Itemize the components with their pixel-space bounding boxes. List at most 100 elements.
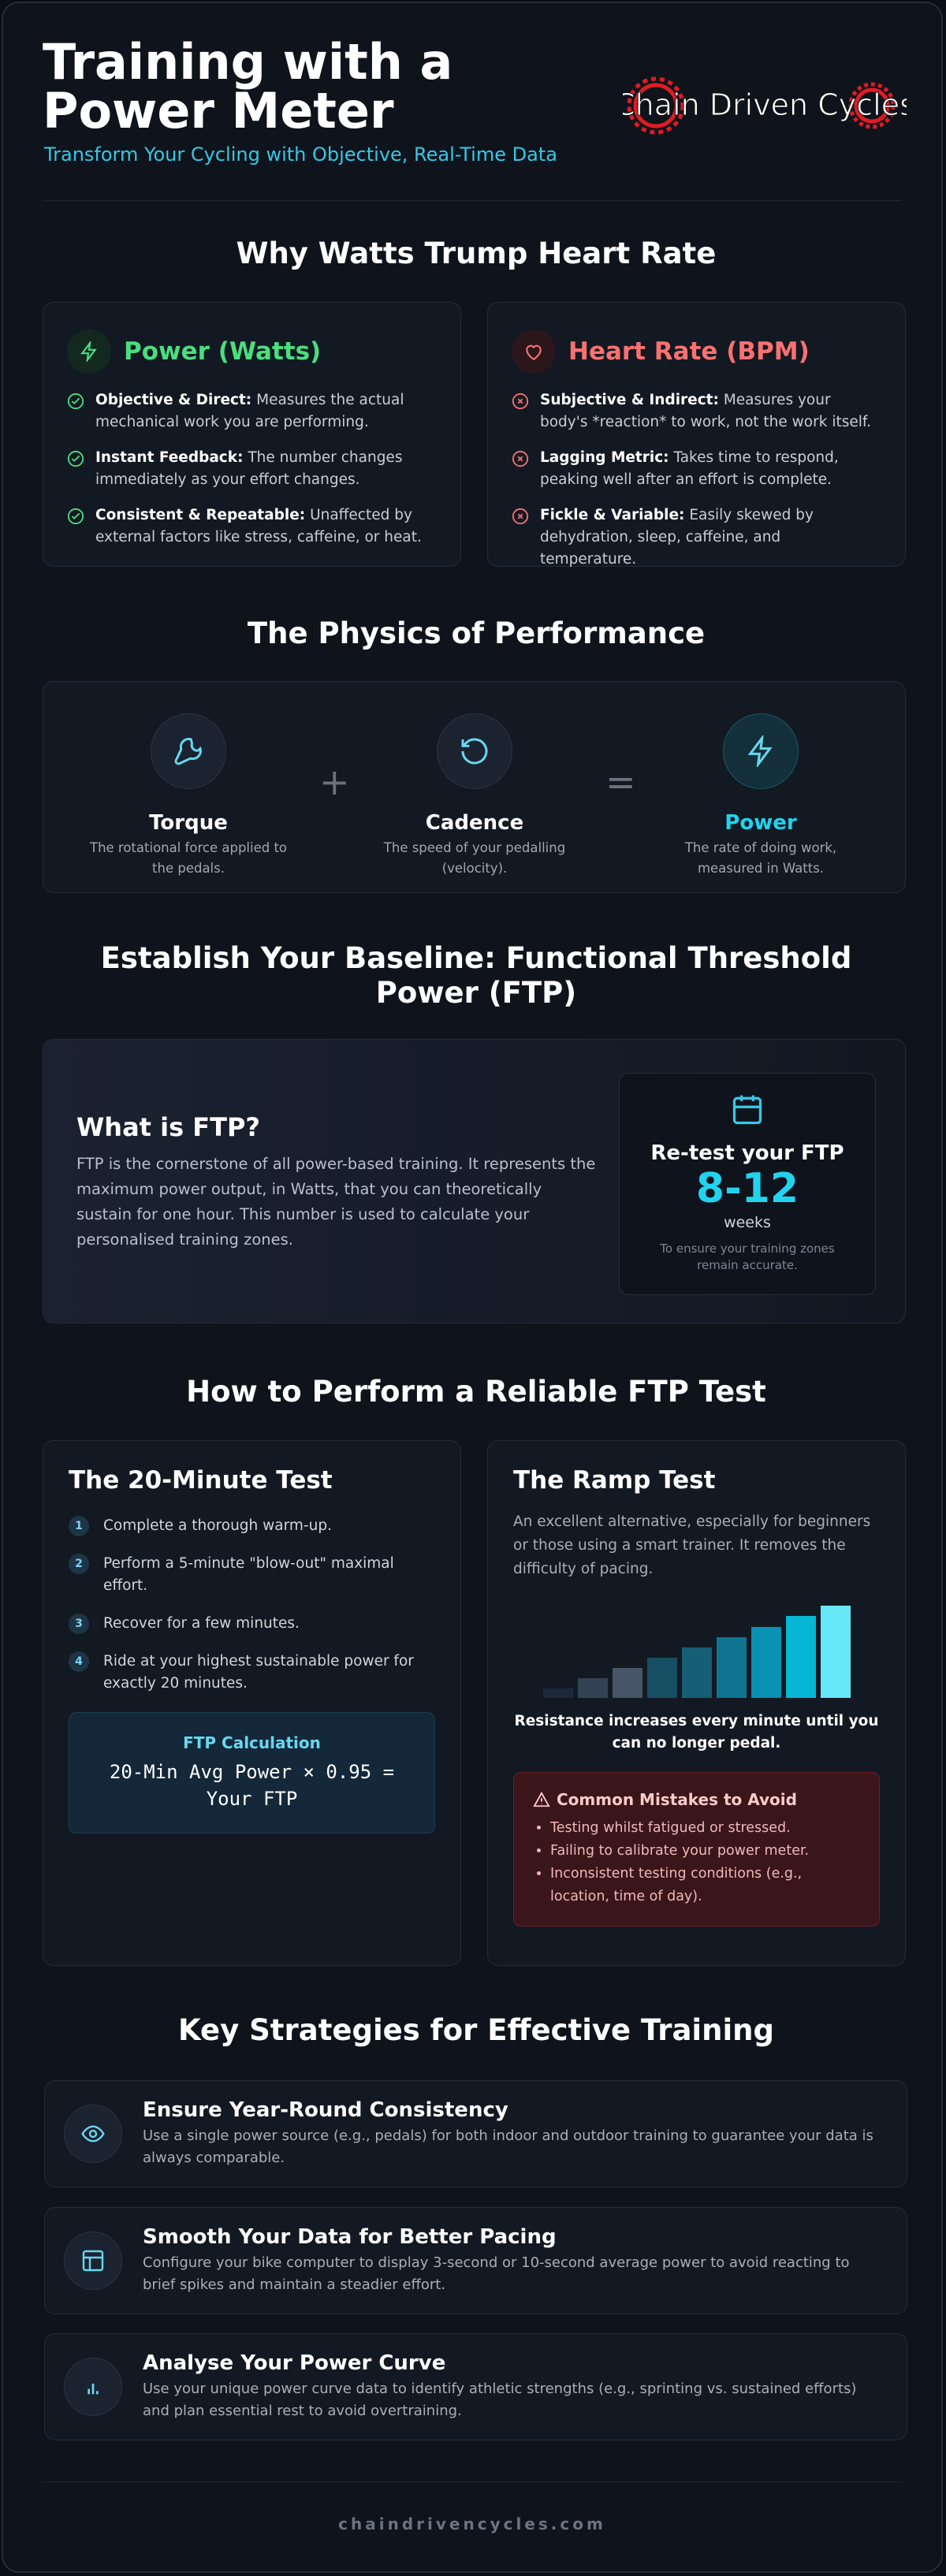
footer: chaindrivencycles.com xyxy=(338,2515,606,2533)
ftp-card: What is FTP? FTP is the cornerstone of a… xyxy=(43,1039,906,1323)
item: Subjective & Indirect: Measures your bod… xyxy=(512,389,881,434)
item: Instant Feedback: The number changes imm… xyxy=(67,447,437,491)
physics-item: Torque The rotational force applied to t… xyxy=(78,713,299,879)
retest-title: Re-test your FTP xyxy=(650,1141,844,1165)
item: Consistent & Repeatable: Unaffected by e… xyxy=(67,504,437,549)
power-card: Power (Watts) Objective & Direct: Measur… xyxy=(43,302,461,567)
step-number: 3 xyxy=(69,1614,89,1634)
layout-icon xyxy=(82,2250,104,2272)
bolt-icon xyxy=(80,341,97,362)
section-heading: Key Strategies for Effective Training xyxy=(178,2013,774,2047)
item-text: Unaffected by external factors like stre… xyxy=(95,507,422,545)
logo: Chain Driven Cycles xyxy=(623,76,907,135)
mistakes-header: Common Mistakes to Avoid xyxy=(533,1790,860,1809)
item-title: Cadence xyxy=(425,811,524,835)
mistakes-box: Common Mistakes to Avoid Testing whilst … xyxy=(513,1772,880,1926)
item-text: Measures your body's *reaction* to work,… xyxy=(540,392,871,430)
check-icon xyxy=(67,393,84,410)
physics-item: Power The rate of doing work, measured i… xyxy=(650,713,871,879)
step-text: Ride at your highest sustainable power f… xyxy=(103,1653,414,1692)
step-number: 4 xyxy=(69,1651,89,1672)
mistake: Inconsistent testing conditions (e.g., l… xyxy=(550,1863,860,1908)
wrench-icon xyxy=(174,738,202,765)
step: 3 Recover for a few minutes. xyxy=(69,1613,435,1635)
title: Training with a Power Meter xyxy=(43,33,453,140)
icon xyxy=(512,329,556,374)
strategy-text: Use your unique power curve data to iden… xyxy=(143,2381,857,2419)
strategy-title: Ensure Year-Round Consistency xyxy=(143,2098,508,2122)
calendar-icon xyxy=(732,1095,762,1125)
rotate-icon xyxy=(461,738,488,765)
step-number: 2 xyxy=(69,1554,89,1574)
card-title: The 20-Minute Test xyxy=(69,1466,333,1495)
heart-icon xyxy=(526,344,542,361)
calc-box: FTP Calculation 20-Min Avg Power × 0.95 … xyxy=(69,1712,435,1833)
item-text: Takes time to respond, peaking well afte… xyxy=(540,449,839,488)
step: 4 Ride at your highest sustainable power … xyxy=(69,1651,435,1695)
x-icon xyxy=(512,508,529,525)
bar xyxy=(681,1647,712,1698)
card-title: The Ramp Test xyxy=(513,1466,716,1495)
bar xyxy=(542,1688,573,1698)
ramp-bars xyxy=(542,1606,851,1698)
bar xyxy=(577,1678,608,1698)
ramp-text: An excellent alternative, especially for… xyxy=(513,1513,871,1577)
icon xyxy=(67,329,111,374)
section-heading: How to Perform a Reliable FTP Test xyxy=(186,1375,766,1409)
strategy-card: Analyse Your Power Curve Use your unique… xyxy=(44,2333,907,2440)
mistake: Failing to calibrate your power meter. xyxy=(550,1840,860,1863)
step: 1 Complete a thorough warm-up. xyxy=(69,1515,435,1537)
heart-card: Heart Rate (BPM) Subjective & Indirect: … xyxy=(487,302,906,568)
item-label: Instant Feedback: xyxy=(95,449,244,466)
step-text: Complete a thorough warm-up. xyxy=(103,1517,332,1534)
bar xyxy=(646,1658,677,1698)
strategy-card: Smooth Your Data for Better Pacing Confi… xyxy=(44,2207,907,2314)
check-icon xyxy=(67,450,84,467)
physics-item: Cadence The speed of your pedalling (vel… xyxy=(364,713,585,879)
item-label: Lagging Metric: xyxy=(540,449,669,466)
icon xyxy=(723,713,799,789)
mistake: Testing whilst fatigued or stressed. xyxy=(550,1817,860,1840)
ftp-text: FTP is the cornerstone of all power-base… xyxy=(76,1155,596,1249)
item: Lagging Metric: Takes time to respond, p… xyxy=(512,447,881,491)
logo-text: Chain Driven Cycles xyxy=(623,87,907,122)
card-title: Heart Rate (BPM) xyxy=(568,337,810,366)
retest-box: Re-test your FTP 8-12 weeks To ensure yo… xyxy=(619,1073,876,1295)
item-text: Easily skewed by dehydration, sleep, caf… xyxy=(540,507,814,568)
twenty-card: The 20-Minute Test 1 Complete a thorough … xyxy=(43,1440,461,1966)
chart-icon xyxy=(88,2384,99,2395)
calc-formula: 20-Min Avg Power × 0.95 = Your FTP xyxy=(109,1761,395,1810)
bar xyxy=(750,1627,781,1698)
card-title: Power (Watts) xyxy=(124,337,322,366)
step-text: Recover for a few minutes. xyxy=(103,1615,300,1632)
bar xyxy=(785,1616,816,1698)
bar xyxy=(820,1606,851,1698)
step-text: Perform a 5-minute "blow-out" maximal ef… xyxy=(103,1555,394,1594)
item: Fickle & Variable: Easily skewed by dehy… xyxy=(512,504,881,571)
bolt-icon xyxy=(747,735,773,767)
physics-card: Torque The rotational force applied to t… xyxy=(43,681,906,893)
ramp-card: The Ramp Test An excellent alternative, … xyxy=(487,1440,906,1966)
icon xyxy=(151,713,226,789)
icon xyxy=(437,713,512,789)
section-heading: Establish Your Baseline: Functional Thre… xyxy=(100,941,852,1010)
strategy-text: Configure your bike computer to display … xyxy=(143,2254,850,2293)
retest-value: 8-12 xyxy=(695,1165,799,1212)
item-label: Fickle & Variable: xyxy=(540,507,685,523)
item-title: Torque xyxy=(149,811,228,835)
step-number: 1 xyxy=(69,1516,89,1536)
item-text: The rotational force applied to the peda… xyxy=(89,840,288,876)
strategy-text: Use a single power source (e.g., pedals)… xyxy=(143,2127,873,2166)
item-label: Consistent & Repeatable: xyxy=(95,507,306,523)
item-text: The speed of your pedalling (velocity). xyxy=(383,840,566,876)
section-heading: Why Watts Trump Heart Rate xyxy=(236,236,717,270)
ramp-caption: Resistance increases every minute until … xyxy=(514,1713,879,1751)
subtitle: Transform Your Cycling with Objective, R… xyxy=(44,143,557,166)
operator: + xyxy=(319,761,350,803)
item-text: The rate of doing work, measured in Watt… xyxy=(684,840,837,876)
icon xyxy=(64,2232,122,2290)
section-heading: The Physics of Performance xyxy=(247,616,706,650)
